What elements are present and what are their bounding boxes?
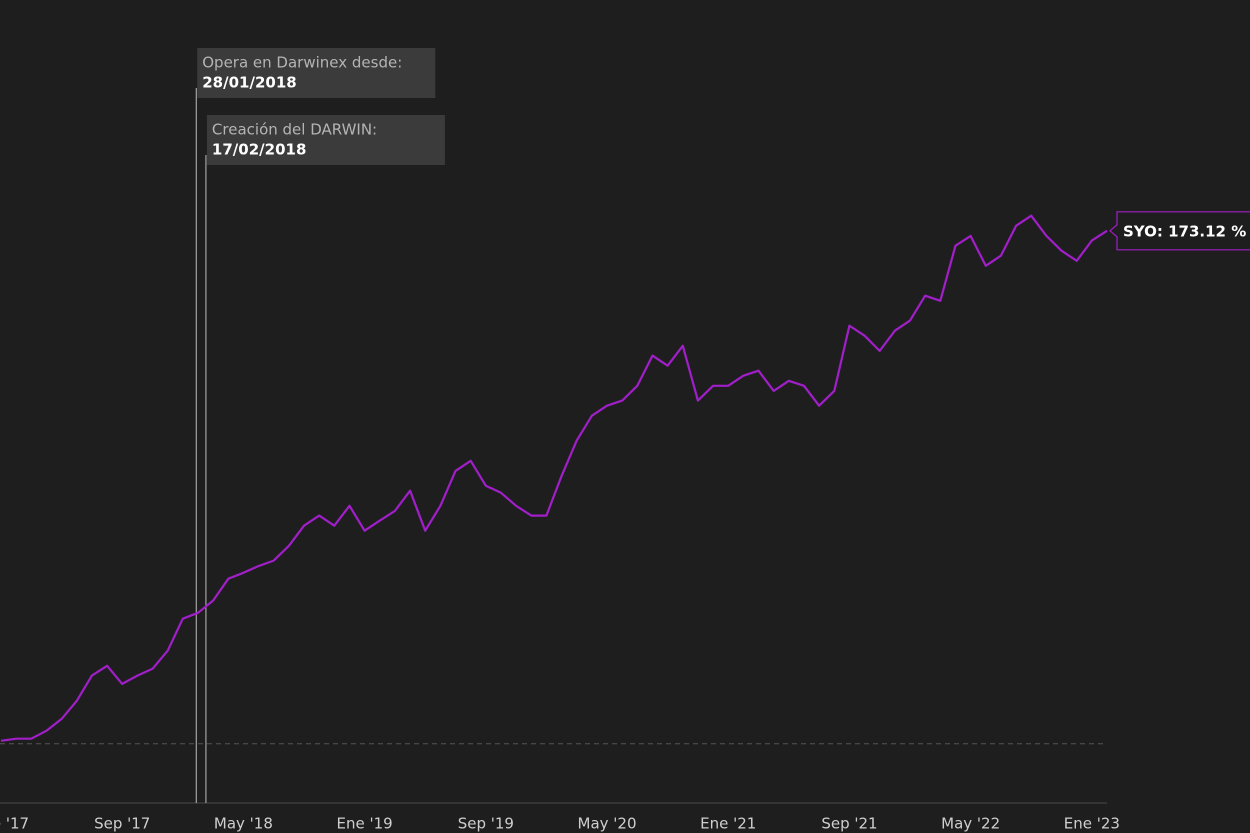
x-tick-label: Sep '17	[94, 815, 150, 833]
x-tick-label: Ene '17	[0, 815, 29, 833]
end-label: SYO: 173.12 %	[1123, 222, 1246, 240]
annotation-label: Opera en Darwinex desde:	[202, 54, 402, 72]
x-tick-label: Ene '21	[700, 815, 756, 833]
x-tick-label: Sep '19	[458, 815, 514, 833]
x-tick-label: Sep '21	[821, 815, 877, 833]
x-tick-label: Ene '23	[1064, 815, 1120, 833]
end-label-box	[1109, 211, 1250, 251]
annotation-box	[197, 48, 436, 98]
annotation-date: 28/01/2018	[202, 74, 296, 92]
annotation-box	[206, 115, 445, 165]
x-tick-label: May '18	[214, 815, 273, 833]
annotation-date: 17/02/2018	[212, 141, 306, 159]
x-tick-label: Ene '19	[337, 815, 393, 833]
annotation-label: Creación del DARWIN:	[212, 121, 377, 139]
series-line	[0, 214, 1108, 742]
x-tick-label: May '22	[941, 815, 1000, 833]
x-tick-label: May '20	[578, 815, 637, 833]
